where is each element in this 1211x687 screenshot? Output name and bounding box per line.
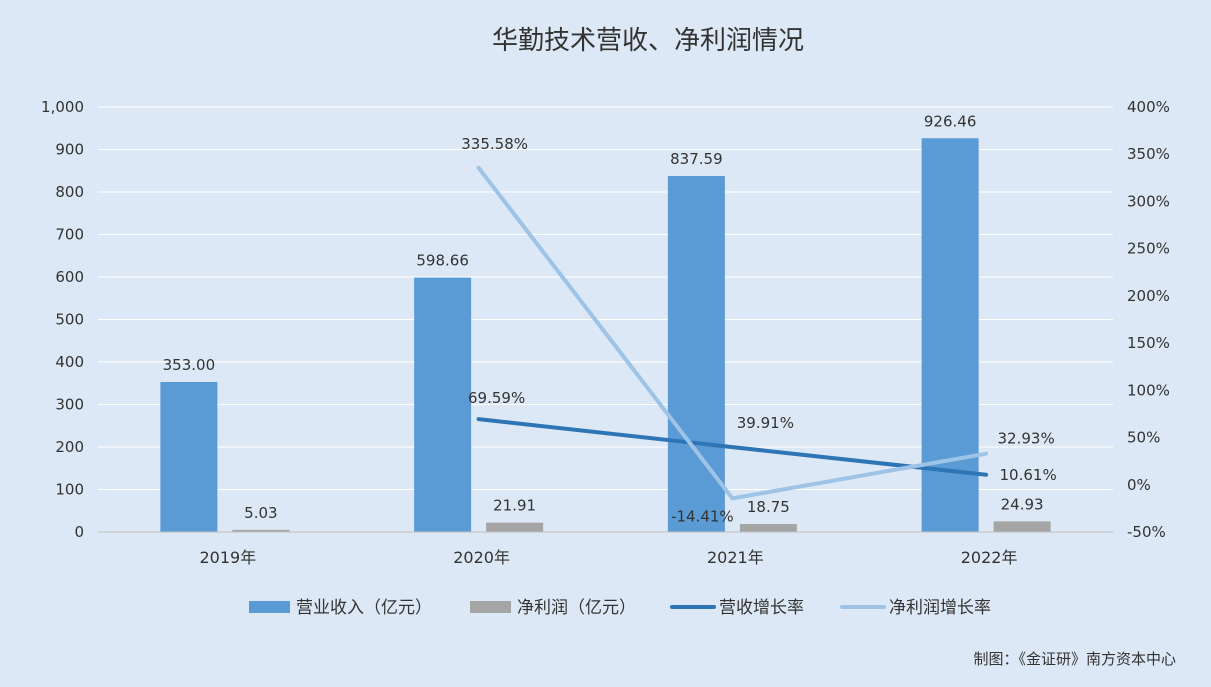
bar: [739, 524, 797, 532]
bar-labels: 353.00 598.66 837.59 926.46 5.03 21.91 18.75 24…: [163, 112, 1044, 522]
line-labels: 69.59% 39.91% 10.61% 335.58% -14.41% 32.93%: [461, 135, 1056, 526]
line-data-label: 32.93%: [998, 430, 1055, 448]
right-axis-tick-label: -50%: [1127, 523, 1166, 541]
right-axis-tick-label: 250%: [1127, 240, 1170, 258]
legend-label: 营业收入（亿元）: [296, 598, 432, 618]
left-axis-tick-label: 300: [55, 396, 84, 414]
line-data-label: 335.58%: [461, 135, 528, 153]
bar: [921, 138, 979, 532]
line-series-path: [476, 417, 989, 477]
line-data-label: 39.91%: [737, 414, 794, 432]
left-axis-tick-label: 0: [74, 523, 84, 541]
line-series: [476, 165, 989, 501]
bar-data-label: 598.66: [416, 252, 469, 270]
left-axis-tick-label: 500: [55, 311, 84, 329]
bar-data-label: 926.46: [924, 112, 977, 130]
bar: [232, 529, 290, 532]
right-axis-tick-label: 150%: [1127, 334, 1170, 352]
right-axis: -50% 0% 50% 100% 150% 200% 250% 300% 350% 400%: [1127, 98, 1170, 541]
left-axis-tick-label: 900: [55, 141, 84, 159]
bar-series: [160, 138, 1051, 533]
left-axis-tick-label: 700: [55, 226, 84, 244]
left-axis-tick-label: 200: [55, 438, 84, 456]
legend-swatch-bar: [470, 601, 511, 613]
legend-label: 营收增长率: [719, 598, 804, 618]
bar-data-label: 5.03: [244, 504, 277, 522]
left-axis-tick-label: 100: [55, 481, 84, 499]
chart-title: 华勤技术营收、净利润情况: [492, 26, 804, 56]
x-axis-category-label: 2020年: [453, 548, 510, 567]
left-axis-tick-label: 1,000: [41, 98, 84, 116]
bar-data-label: 837.59: [670, 150, 723, 168]
line-data-label: 69.59%: [468, 389, 525, 407]
bar-data-label: 353.00: [163, 356, 216, 374]
bar: [414, 277, 472, 532]
bar: [993, 521, 1051, 532]
line-data-label: -14.41%: [671, 507, 734, 525]
right-axis-tick-label: 0%: [1127, 476, 1151, 494]
bar-data-label: 18.75: [747, 498, 790, 516]
legend-label: 净利润（亿元）: [517, 598, 636, 618]
right-axis-tick-label: 400%: [1127, 98, 1170, 116]
bar: [160, 381, 218, 532]
right-axis-tick-label: 100%: [1127, 381, 1170, 399]
left-axis: 0 100 200 300 400 500 600 700 800 900 1,000: [41, 98, 84, 541]
right-axis-tick-label: 350%: [1127, 145, 1170, 163]
source-note: 制图：《金证研》南方资本中心: [973, 650, 1176, 668]
bar-data-label: 24.93: [1001, 495, 1044, 513]
legend-swatch-bar: [249, 601, 290, 613]
x-axis-category-label: 2019年: [200, 548, 257, 567]
right-axis-tick-label: 300%: [1127, 192, 1170, 210]
left-axis-tick-label: 400: [55, 353, 84, 371]
left-axis-tick-label: 800: [55, 183, 84, 201]
bar-data-label: 21.91: [493, 497, 536, 515]
line-data-label: 10.61%: [1000, 466, 1057, 484]
left-axis-tick-label: 600: [55, 268, 84, 286]
line-series-path: [476, 165, 989, 501]
right-axis-tick-label: 50%: [1127, 429, 1160, 447]
bar: [667, 176, 725, 533]
right-axis-tick-label: 200%: [1127, 287, 1170, 305]
legend: 营业收入（亿元） 净利润（亿元） 营收增长率 净利润增长率: [249, 598, 991, 618]
bar: [486, 522, 544, 532]
x-axis-category-label: 2022年: [961, 548, 1018, 567]
legend-label: 净利润增长率: [889, 598, 991, 618]
x-axis: 2019年 2020年 2021年 2022年: [98, 531, 1113, 567]
x-axis-category-label: 2021年: [707, 548, 764, 567]
